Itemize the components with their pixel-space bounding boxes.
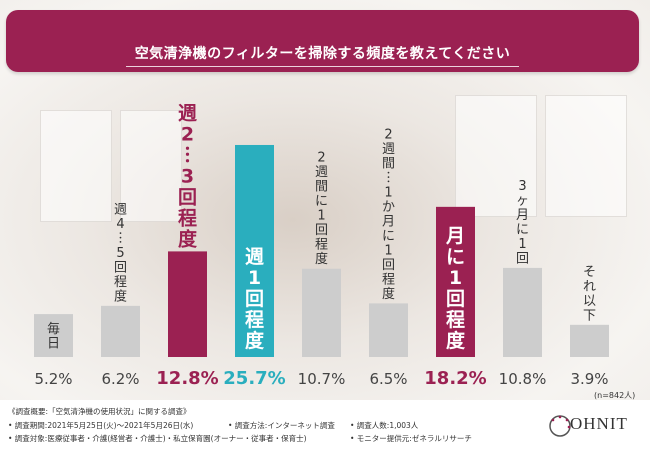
survey-period: • 調査期間:2021年5月25日(火)〜2021年5月26日(水) xyxy=(8,421,194,430)
bar-2 xyxy=(168,251,207,357)
value-label-2: 12.8% xyxy=(156,368,218,389)
logo-wordmark: OHNIT xyxy=(570,414,628,433)
value-label-8: 3.9% xyxy=(570,370,608,388)
ohnit-logo xyxy=(549,415,571,437)
bar-6 xyxy=(436,206,475,357)
survey-provider: • モニター提供元:ゼネラルリサーチ xyxy=(350,434,472,443)
window-pane xyxy=(120,110,182,222)
value-label-6: 18.2% xyxy=(424,368,486,389)
window-pane xyxy=(455,95,537,217)
bar-1 xyxy=(101,305,140,357)
window-pane xyxy=(40,110,112,222)
window-pane xyxy=(545,95,627,217)
bar-0 xyxy=(34,314,73,357)
bar-chart: 毎日 5.2% 週 4 ︙ 5 回程度 6.2% 週 2 ︙ 3 回程度 12.8% 週 1 回程度 25.7% 2… xyxy=(34,102,609,389)
bar-8 xyxy=(570,324,609,357)
bar-5 xyxy=(369,303,408,357)
survey-target: • 調査対象:医療従事者・介護(経営者・介護士)・私立保育園(オーナー・従事者・… xyxy=(8,434,307,443)
category-label-2: 週 2 ︙ 3 回程度 xyxy=(178,102,198,250)
chart-title: 空気清浄機のフィルターを掃除する頻度を教えてください xyxy=(134,46,511,62)
category-label-4: 2 週間に 1 回程度 xyxy=(315,151,328,268)
category-label-1: 週 4 ︙ 5 回程度 xyxy=(114,202,127,304)
category-label-5: 2 週間︙ 1 か月に 1 回程度 xyxy=(382,127,395,302)
value-label-5: 6.5% xyxy=(369,370,407,388)
survey-method: • 調査方法:インターネット調査 xyxy=(228,421,335,430)
category-label-8: それ以下 xyxy=(583,265,596,324)
value-label-1: 6.2% xyxy=(101,370,139,388)
value-label-3: 25.7% xyxy=(223,368,285,389)
title-underline xyxy=(126,66,519,67)
value-label-4: 10.7% xyxy=(298,370,346,388)
category-label-3: 週 1 回程度 xyxy=(245,246,265,352)
bar-7 xyxy=(503,267,542,357)
survey-overview: 《調査概要:「空気清浄機の使用状況」に関する調査》 xyxy=(8,407,191,416)
bar-3 xyxy=(235,144,274,357)
value-label-0: 5.2% xyxy=(34,370,72,388)
category-label-0: 毎日 xyxy=(47,321,60,352)
survey-count: • 調査人数:1,003人 xyxy=(350,421,419,430)
sample-size-note: (n=842人) xyxy=(594,391,636,400)
value-label-7: 10.8% xyxy=(499,370,547,388)
survey-footer: 《調査概要:「空気清浄機の使用状況」に関する調査》 • 調査期間:2021年5月… xyxy=(0,400,650,450)
category-label-7: 3 ヶ月に 1 回 xyxy=(516,179,529,267)
bar-4 xyxy=(302,268,341,357)
title-banner: 空気清浄機のフィルターを掃除する頻度を教えてください xyxy=(6,10,639,72)
category-label-6: 月に 1 回程度 xyxy=(445,225,466,352)
